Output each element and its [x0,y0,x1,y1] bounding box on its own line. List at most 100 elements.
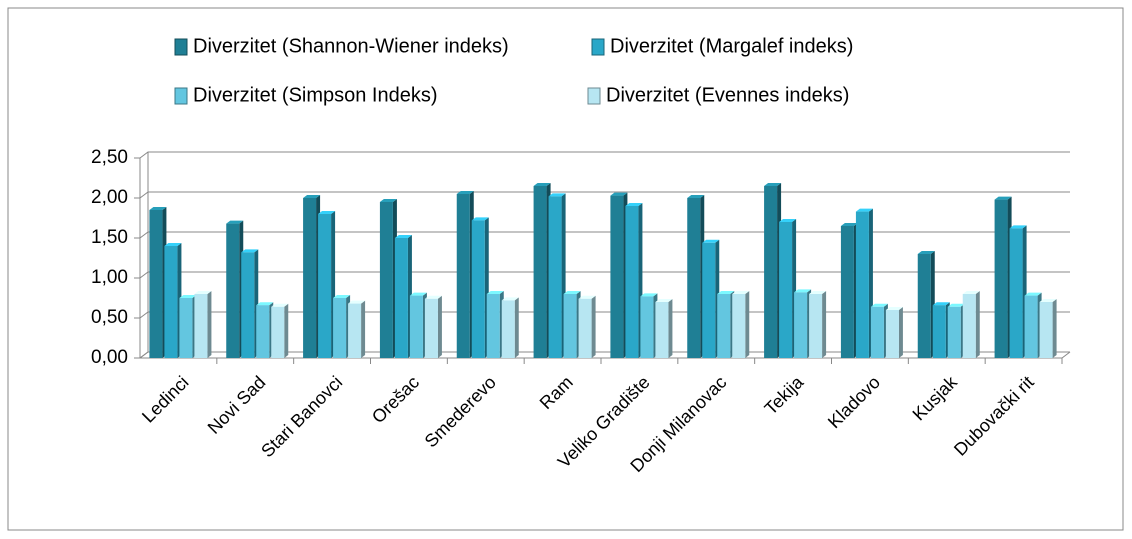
bar-front [379,202,393,358]
bar [640,293,658,358]
bar-front [1039,302,1053,358]
bar [533,183,551,358]
legend-label: Diverzitet (Shannon-Wiener indeks) [193,35,509,57]
bar-side [1052,299,1057,358]
bar-top [717,291,735,294]
bar-side [822,291,827,358]
bar-top [917,251,935,254]
bar-top [794,289,812,293]
bar [809,291,827,358]
bar-top [303,195,321,198]
bar-top [885,307,903,310]
bar-front [610,195,624,358]
bar [194,291,212,358]
bar-front [840,226,854,358]
bar-front [947,306,961,358]
bar-top [548,193,566,197]
bar-top [932,302,950,306]
bar-top [870,303,888,307]
bar [855,208,873,358]
bar [870,303,888,358]
bar [1009,225,1027,358]
legend-label: Diverzitet (Margalef indeks) [610,35,853,57]
bar-top [149,207,167,210]
grid-line [139,351,1070,359]
y-tick-label: 1,00 [91,267,128,288]
bar-front [179,298,193,358]
bar [226,220,244,358]
bar [840,223,858,358]
bar-top [256,302,274,306]
legend-swatch [591,38,605,56]
grid-line [139,231,1070,239]
bar-top [1024,292,1042,296]
bar-front [578,298,592,358]
bar-front [303,198,317,358]
bar [563,291,581,358]
bar-front [149,210,163,358]
bar [394,235,412,358]
bar-top [394,235,412,238]
bar-side [668,299,673,358]
bar [917,251,935,358]
bar-front [548,196,562,358]
bar [271,303,289,358]
bar [241,249,259,358]
bar [179,295,197,358]
bar-front [226,223,240,358]
bar [1039,299,1057,358]
bar-top [610,192,628,196]
bar [687,195,705,358]
bar [486,291,504,358]
bar [885,307,903,358]
bar [779,219,797,358]
bar [471,217,489,358]
bar [303,195,321,358]
bar [717,291,735,358]
bar [164,243,182,358]
bar-front [164,246,178,358]
bar [409,292,427,358]
bar-side [207,291,212,358]
bar-top [318,211,336,214]
bar [655,299,673,358]
bar-top [764,183,782,186]
bar-front [962,294,976,358]
bar-top [241,249,259,253]
bar-top [732,291,750,294]
y-tick-label: 2,00 [91,187,128,208]
bar-front [732,294,746,358]
bar-side [514,297,519,358]
bar-top [687,195,705,198]
bar-front [271,306,285,358]
bar-front [424,298,438,358]
bar [348,300,366,358]
bar-top [625,203,643,206]
bar [1024,292,1042,358]
bar-front [333,298,347,358]
bar-front [687,198,701,358]
bar-front [456,194,470,358]
bar-top [1009,225,1027,229]
y-tick-label: 2,50 [91,147,128,168]
bar [379,199,397,358]
bar-front [885,310,899,358]
bar [625,203,643,358]
bar-top [855,208,873,212]
legend-swatch [587,87,601,105]
bar-front [809,294,823,358]
bar-top [179,295,197,298]
bar-top [424,295,442,299]
bar-front [394,238,408,358]
bar-front [640,296,654,358]
bar [424,295,442,358]
bar [256,302,274,358]
bar-top [501,297,519,301]
bar [149,207,167,358]
bar-front [702,242,716,358]
bar-front [486,294,500,358]
bar [610,192,628,358]
bar-front [1009,228,1023,358]
bar-front [994,199,1008,358]
bar [578,295,596,358]
